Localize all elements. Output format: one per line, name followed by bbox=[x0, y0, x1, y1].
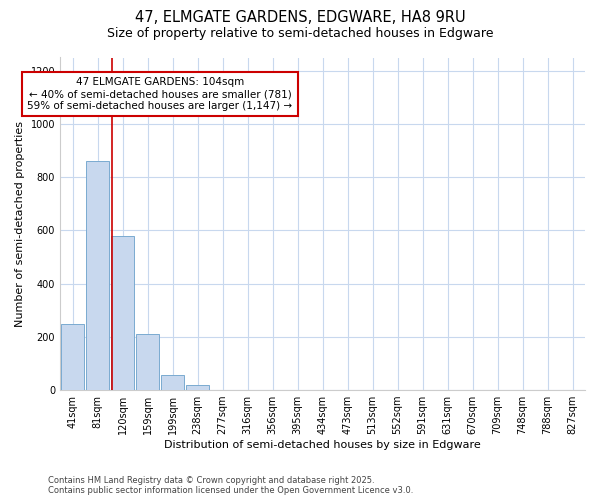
Bar bbox=[61, 324, 85, 390]
X-axis label: Distribution of semi-detached houses by size in Edgware: Distribution of semi-detached houses by … bbox=[164, 440, 481, 450]
Text: 47 ELMGATE GARDENS: 104sqm
← 40% of semi-detached houses are smaller (781)
59% o: 47 ELMGATE GARDENS: 104sqm ← 40% of semi… bbox=[28, 78, 293, 110]
Bar bbox=[136, 334, 160, 390]
Bar bbox=[110, 236, 134, 390]
Bar bbox=[185, 385, 209, 390]
Text: Contains HM Land Registry data © Crown copyright and database right 2025.
Contai: Contains HM Land Registry data © Crown c… bbox=[48, 476, 413, 495]
Text: 47, ELMGATE GARDENS, EDGWARE, HA8 9RU: 47, ELMGATE GARDENS, EDGWARE, HA8 9RU bbox=[134, 10, 466, 25]
Text: Size of property relative to semi-detached houses in Edgware: Size of property relative to semi-detach… bbox=[107, 28, 493, 40]
Bar bbox=[161, 376, 184, 390]
Bar bbox=[86, 162, 109, 390]
Y-axis label: Number of semi-detached properties: Number of semi-detached properties bbox=[15, 121, 25, 327]
